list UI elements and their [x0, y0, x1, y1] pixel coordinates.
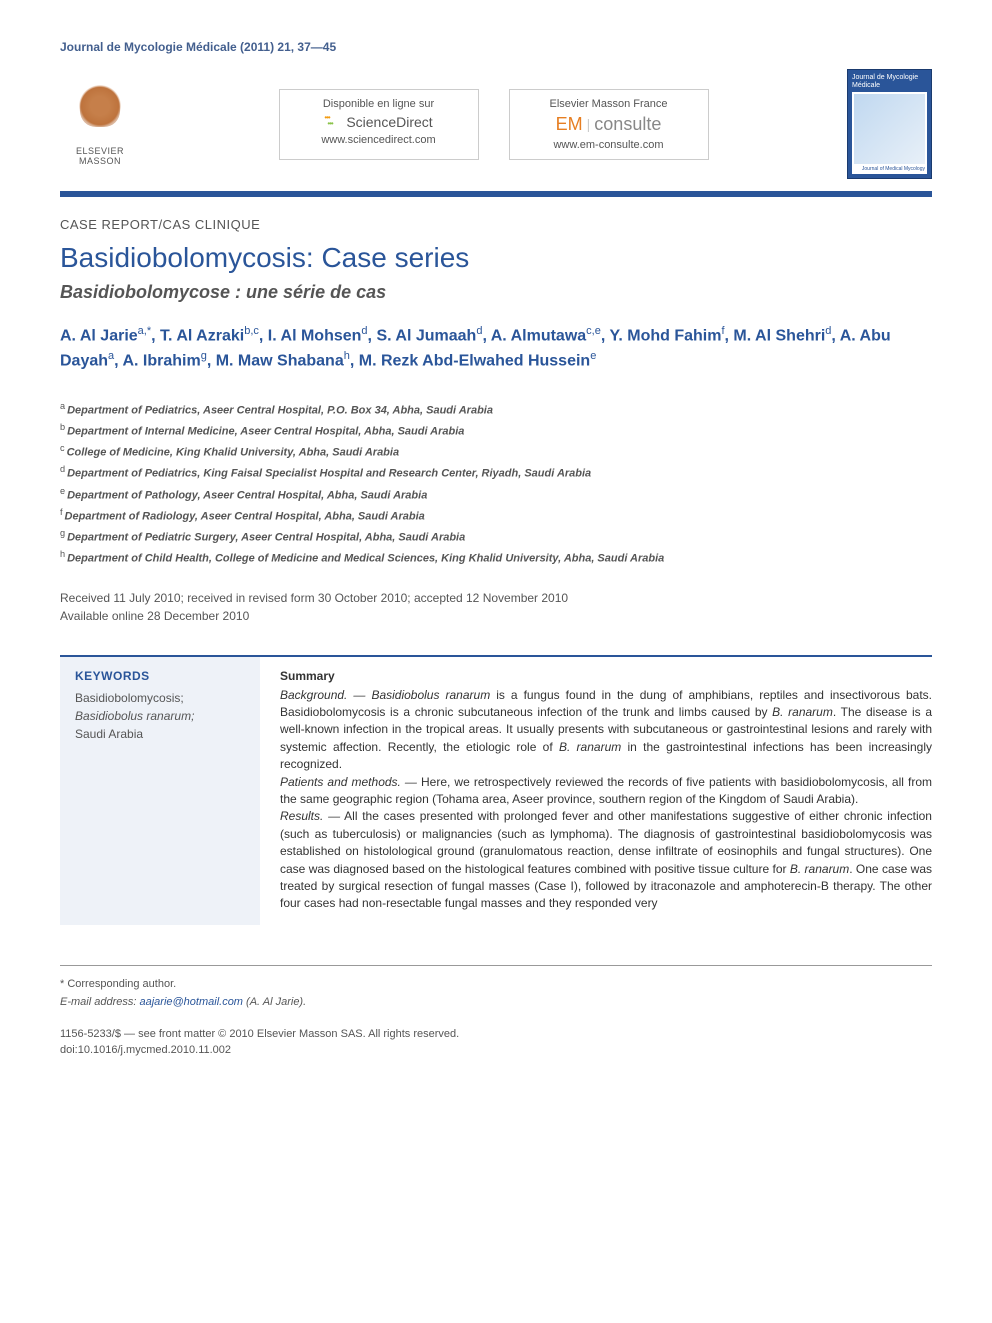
article-type: CASE REPORT/CAS CLINIQUE [60, 217, 932, 232]
abstract-section: KEYWORDS Basidiobolomycosis;Basidiobolus… [60, 655, 932, 925]
corresponding-author: * Corresponding author. [60, 976, 932, 993]
affiliation-e: eDepartment of Pathology, Aseer Central … [60, 484, 932, 505]
elsevier-masson-logo: ELSEVIER MASSON [60, 82, 140, 166]
journal-cover-subtitle: Journal of Medical Mycology [854, 166, 925, 172]
emconsulte-label: Elsevier Masson France [530, 98, 688, 110]
journal-cover-image [854, 94, 925, 164]
affiliation-b: bDepartment of Internal Medicine, Aseer … [60, 420, 932, 441]
consulte-text: consulte [594, 114, 661, 135]
authors-list: A. Al Jariea,*, T. Al Azrakib,c, I. Al M… [60, 323, 932, 374]
publisher-name: ELSEVIER MASSON [60, 146, 140, 166]
abstract-column: Summary Background. — Basidiobolus ranar… [260, 655, 932, 925]
footer-meta: 1156-5233/$ — see front matter © 2010 El… [60, 1026, 932, 1059]
online-links-container: Disponible en ligne sur ScienceDirect ww… [279, 89, 709, 160]
received-date: Received 11 July 2010; received in revis… [60, 589, 932, 607]
keywords-heading: KEYWORDS [75, 669, 245, 683]
page-footer: * Corresponding author. E-mail address: … [60, 965, 932, 1059]
sciencedirect-text: ScienceDirect [346, 114, 432, 130]
keywords-column: KEYWORDS Basidiobolomycosis;Basidiobolus… [60, 655, 260, 925]
journal-cover-thumbnail: Journal de Mycologie Médicale Journal of… [847, 69, 932, 179]
doi: doi:10.1016/j.mycmed.2010.11.002 [60, 1042, 932, 1059]
emconsulte-box[interactable]: Elsevier Masson France EM|consulte www.e… [509, 89, 709, 160]
email-label: E-mail address: [60, 996, 136, 1008]
elsevier-tree-icon [70, 82, 130, 142]
affiliation-c: cCollege of Medicine, King Khalid Univer… [60, 441, 932, 462]
affiliation-d: dDepartment of Pediatrics, King Faisal S… [60, 462, 932, 483]
email-line: E-mail address: aajarie@hotmail.com (A. … [60, 994, 932, 1011]
affiliation-a: aDepartment of Pediatrics, Aseer Central… [60, 399, 932, 420]
email-link[interactable]: aajarie@hotmail.com [139, 996, 243, 1008]
affiliation-f: fDepartment of Radiology, Aseer Central … [60, 505, 932, 526]
affiliations-list: aDepartment of Pediatrics, Aseer Central… [60, 399, 932, 569]
journal-cover-body: Journal of Medical Mycology [852, 92, 927, 174]
article-title-english: Basidiobolomycosis: Case series [60, 242, 932, 274]
abstract-body: Background. — Basidiobolus ranarum is a … [280, 687, 932, 913]
article-dates: Received 11 July 2010; received in revis… [60, 589, 932, 625]
online-date: Available online 28 December 2010 [60, 607, 932, 625]
sciencedirect-url: www.sciencedirect.com [300, 134, 458, 146]
emconsulte-url: www.em-consulte.com [530, 139, 688, 151]
sciencedirect-label: Disponible en ligne sur [300, 98, 458, 110]
email-author: (A. Al Jarie). [246, 996, 306, 1008]
emconsulte-brand: EM|consulte [530, 114, 688, 135]
affiliation-g: gDepartment of Pediatric Surgery, Aseer … [60, 526, 932, 547]
journal-citation: Journal de Mycologie Médicale (2011) 21,… [60, 40, 932, 54]
affiliation-h: hDepartment of Child Health, College of … [60, 547, 932, 568]
sciencedirect-box[interactable]: Disponible en ligne sur ScienceDirect ww… [279, 89, 479, 160]
article-title-french: Basidiobolomycose : une série de cas [60, 282, 932, 303]
sciencedirect-dots-icon [324, 115, 342, 129]
sciencedirect-brand: ScienceDirect [300, 114, 458, 130]
abstract-heading: Summary [280, 669, 932, 683]
keywords-list: Basidiobolomycosis;Basidiobolus ranarum;… [75, 689, 245, 743]
issn-copyright: 1156-5233/$ — see front matter © 2010 El… [60, 1026, 932, 1043]
journal-cover-title: Journal de Mycologie Médicale [852, 74, 927, 89]
header-bar: ELSEVIER MASSON Disponible en ligne sur … [60, 69, 932, 197]
em-text: EM [556, 114, 583, 135]
